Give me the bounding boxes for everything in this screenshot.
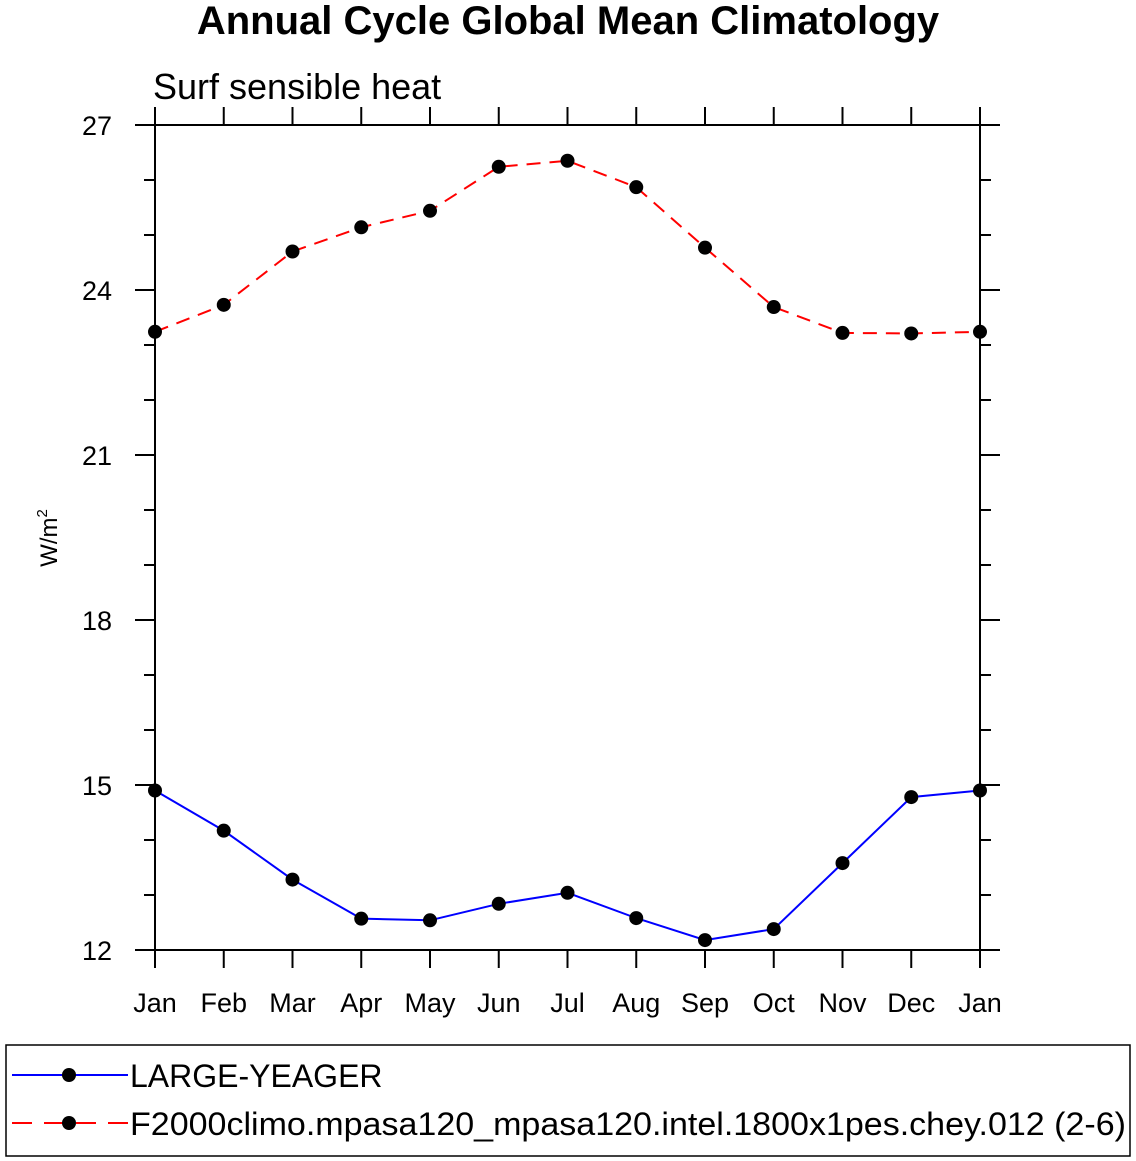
chart-title: Annual Cycle Global Mean Climatology	[197, 0, 940, 43]
x-tick-label: Oct	[753, 988, 796, 1018]
series-0-point	[835, 856, 850, 871]
series-1-point	[354, 220, 369, 235]
y-tick-labels: 12 15 18 21 24 27	[82, 111, 112, 966]
series-1-point	[285, 244, 300, 259]
y-axis-label: W/m2	[34, 509, 63, 567]
legend-label-large-yeager: LARGE-YEAGER	[130, 1058, 383, 1094]
x-tick-label: Jul	[550, 988, 585, 1018]
y-tick-label: 27	[82, 111, 112, 141]
x-tick-label: Sep	[681, 988, 729, 1018]
series-0-point	[629, 911, 644, 926]
legend-label-f2000climo: F2000climo.mpasa120_mpasa120.intel.1800x…	[130, 1106, 1126, 1142]
x-tick-label: Apr	[340, 988, 382, 1018]
y-tick-label: 24	[82, 276, 112, 306]
series-1-point	[629, 180, 644, 195]
legend-box	[5, 1044, 1131, 1157]
x-tick-label: Jun	[477, 988, 521, 1018]
legend-marker-f2000climo	[62, 1116, 76, 1130]
series-1-point	[973, 324, 987, 339]
x-tick-label: Jan	[133, 988, 177, 1018]
series-1-point	[766, 300, 781, 315]
x-tick-label: Dec	[887, 988, 935, 1018]
chart-subtitle: Surf sensible heat	[153, 66, 441, 107]
legend: LARGE-YEAGER F2000climo.mpasa120_mpasa12…	[5, 1044, 1131, 1157]
series-1-point	[148, 324, 162, 339]
series-line-0	[154, 789, 981, 942]
series-0-point	[354, 911, 369, 926]
series-0-point	[148, 783, 162, 798]
y-tick-label: 21	[82, 441, 112, 471]
x-tick-labels: Jan Feb Mar Apr May Jun Jul Aug Sep Oct Nov Dec Jan	[133, 988, 1002, 1018]
series-0-point	[904, 790, 919, 805]
x-tick-label: Feb	[200, 988, 247, 1018]
series-0-point	[491, 896, 506, 911]
x-tick-label: May	[404, 988, 456, 1018]
series-1-point	[491, 159, 506, 174]
series-1-point	[698, 240, 712, 255]
series-layer	[148, 153, 987, 948]
series-0-point	[285, 872, 300, 887]
series-1-point	[835, 325, 850, 340]
series-0-point	[973, 783, 987, 798]
series-1-point	[216, 297, 231, 312]
series-0-point	[766, 922, 781, 937]
series-0-point	[423, 913, 437, 928]
x-tick-label: Nov	[818, 988, 867, 1018]
axis-ticks	[135, 107, 1000, 968]
series-line-1	[154, 159, 981, 335]
y-tick-label: 12	[82, 936, 112, 966]
series-0-point	[216, 823, 231, 838]
y-axis-label-unit: W/m	[36, 518, 63, 567]
legend-marker-large-yeager	[62, 1068, 76, 1082]
series-0-point	[560, 885, 575, 900]
y-tick-label: 18	[82, 606, 112, 636]
y-tick-label: 15	[82, 771, 112, 801]
x-tick-label: Jan	[958, 988, 1002, 1018]
series-0-point	[698, 933, 712, 948]
y-axis-label-exponent: 2	[34, 509, 51, 517]
plot-area: 12 15 18 21 24 27 Jan Feb Mar Apr May Jun Jul Aug Sep…	[82, 107, 1002, 1018]
x-tick-label: Mar	[269, 988, 316, 1018]
series-1-point	[423, 203, 437, 218]
series-1-point	[560, 153, 575, 168]
plot-frame	[154, 124, 981, 951]
series-1-point	[904, 326, 919, 341]
x-tick-label: Aug	[612, 988, 660, 1018]
